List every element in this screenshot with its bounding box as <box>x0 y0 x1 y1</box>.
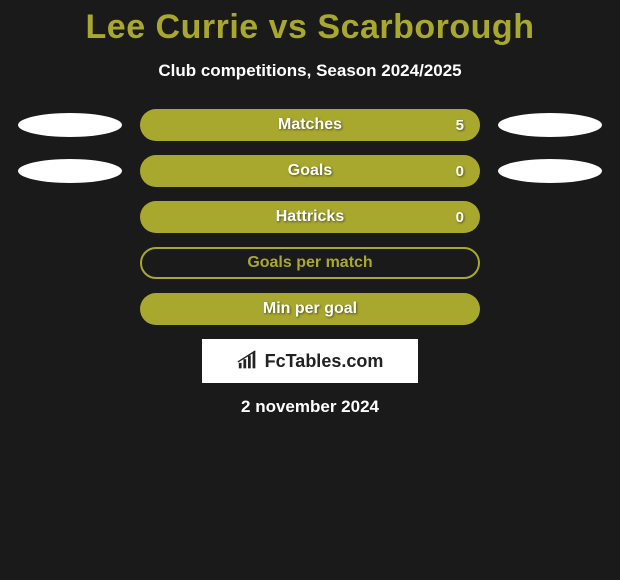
stat-row: Min per goal <box>0 293 620 325</box>
logo-text: FcTables.com <box>265 351 384 372</box>
player-marker-ellipse <box>498 159 602 183</box>
right-side <box>480 159 620 183</box>
stat-label: Matches <box>278 116 342 134</box>
stat-label: Hattricks <box>276 208 344 226</box>
stat-label: Goals per match <box>247 254 372 272</box>
right-side <box>480 113 620 137</box>
stat-value: 0 <box>456 209 464 226</box>
logo: FcTables.com <box>237 350 384 372</box>
player-marker-ellipse <box>18 113 122 137</box>
player-marker-ellipse <box>498 113 602 137</box>
player-marker-ellipse <box>18 159 122 183</box>
stat-row: Hattricks 0 <box>0 201 620 233</box>
stat-row: Goals 0 <box>0 155 620 187</box>
left-side <box>0 113 140 137</box>
stat-bar: Matches 5 <box>140 109 480 141</box>
stat-value: 5 <box>456 117 464 134</box>
stat-bar: Min per goal <box>140 293 480 325</box>
stat-bar: Goals per match <box>140 247 480 279</box>
stat-row: Goals per match <box>0 247 620 279</box>
page-subtitle: Club competitions, Season 2024/2025 <box>0 61 620 81</box>
bar-chart-icon <box>237 350 259 372</box>
left-side <box>0 159 140 183</box>
stat-bar: Hattricks 0 <box>140 201 480 233</box>
stat-label: Min per goal <box>263 300 357 318</box>
stat-row: Matches 5 <box>0 109 620 141</box>
date-label: 2 november 2024 <box>0 397 620 417</box>
logo-box: FcTables.com <box>202 339 418 383</box>
stats-card: Lee Currie vs Scarborough Club competiti… <box>0 0 620 417</box>
stat-rows: Matches 5 Goals 0 Hattricks 0 Goals per match M… <box>0 109 620 325</box>
page-title: Lee Currie vs Scarborough <box>0 8 620 47</box>
stat-value: 0 <box>456 163 464 180</box>
stat-bar: Goals 0 <box>140 155 480 187</box>
stat-label: Goals <box>288 162 332 180</box>
